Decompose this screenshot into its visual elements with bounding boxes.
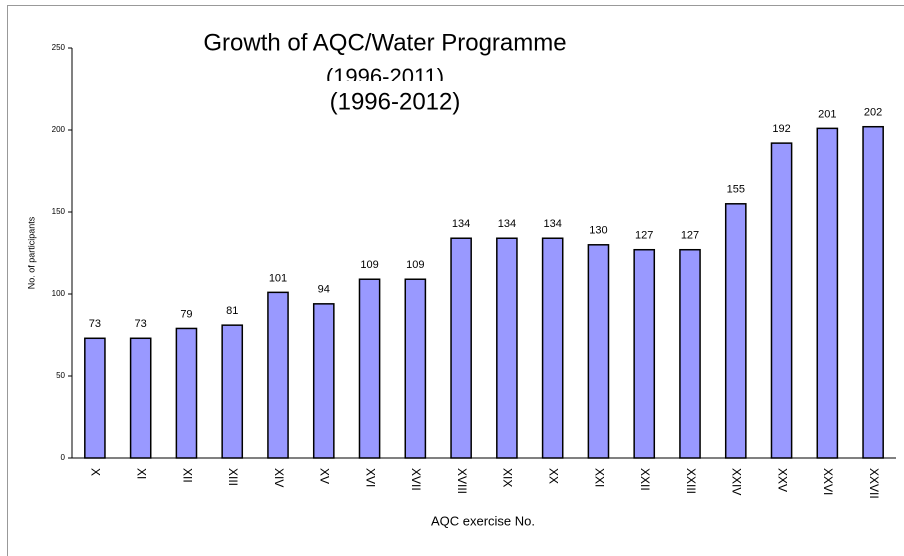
x-tick-label: XI xyxy=(134,468,148,479)
value-label: 130 xyxy=(589,225,607,237)
y-tick-label: 50 xyxy=(56,371,65,380)
x-tick-label: XII xyxy=(180,468,194,483)
x-axis-label: AQC exercise No. xyxy=(431,513,535,528)
value-label: 81 xyxy=(226,305,238,317)
bar xyxy=(679,248,701,459)
bar xyxy=(450,237,472,459)
bar xyxy=(862,125,884,459)
value-label: 73 xyxy=(89,318,101,330)
bar xyxy=(221,324,244,459)
frame xyxy=(7,5,904,556)
x-tick-label: XX xyxy=(546,468,560,484)
bar xyxy=(633,248,656,459)
x-tick-label: XXI xyxy=(592,468,606,487)
value-label: 127 xyxy=(635,230,653,242)
value-label: 134 xyxy=(498,218,516,230)
y-tick-label: 100 xyxy=(52,289,66,298)
subtitle: (1996-2012) xyxy=(330,88,461,115)
value-label: 201 xyxy=(818,108,836,120)
value-label: 109 xyxy=(360,259,378,271)
x-tick-label: XXVII xyxy=(867,468,881,499)
bar xyxy=(404,278,427,459)
x-tick-label: XIII xyxy=(226,468,240,486)
value-label: 192 xyxy=(772,123,790,135)
x-tick-label: XVI xyxy=(363,468,377,487)
value-label: 94 xyxy=(318,284,330,296)
x-tick-label: XXIV xyxy=(730,468,744,495)
bar xyxy=(496,237,518,459)
value-label: 109 xyxy=(406,259,424,271)
bar xyxy=(84,337,106,459)
x-tick-label: X xyxy=(89,468,103,476)
subtitle-cover xyxy=(290,81,500,121)
value-label: 101 xyxy=(269,272,287,284)
value-label: 155 xyxy=(727,184,745,196)
bar xyxy=(358,278,381,459)
bar xyxy=(175,327,198,459)
bar xyxy=(770,142,793,459)
bar xyxy=(267,291,289,459)
bar xyxy=(816,127,839,459)
x-tick-label: XXVI xyxy=(821,468,835,495)
bar xyxy=(724,203,747,459)
x-tick-label: XVII xyxy=(409,468,423,491)
y-tick-label: 0 xyxy=(61,453,66,462)
value-label: 79 xyxy=(180,308,192,320)
y-axis-label: No. of participants xyxy=(26,216,36,289)
bar xyxy=(312,303,335,459)
x-tick-label: XVIII xyxy=(455,468,469,494)
value-label: 73 xyxy=(135,318,147,330)
x-tick-label: XXII xyxy=(638,468,652,491)
x-tick-label: XXIII xyxy=(684,468,698,494)
y-tick-label: 150 xyxy=(52,207,66,216)
x-tick-label: XV xyxy=(318,468,332,484)
x-tick-label: XIX xyxy=(501,468,515,487)
x-tick-label: XIV xyxy=(272,468,286,487)
y-tick-label: 250 xyxy=(52,43,66,52)
bar xyxy=(129,337,152,459)
bar xyxy=(541,237,564,459)
bar xyxy=(587,244,610,459)
chart-title: Growth of AQC/Water Programme xyxy=(203,29,566,56)
value-label: 134 xyxy=(543,218,561,230)
value-label: 202 xyxy=(864,107,882,119)
x-tick-label: XXV xyxy=(775,468,789,492)
value-label: 127 xyxy=(681,230,699,242)
value-label: 134 xyxy=(452,218,470,230)
y-tick-label: 200 xyxy=(52,125,66,134)
